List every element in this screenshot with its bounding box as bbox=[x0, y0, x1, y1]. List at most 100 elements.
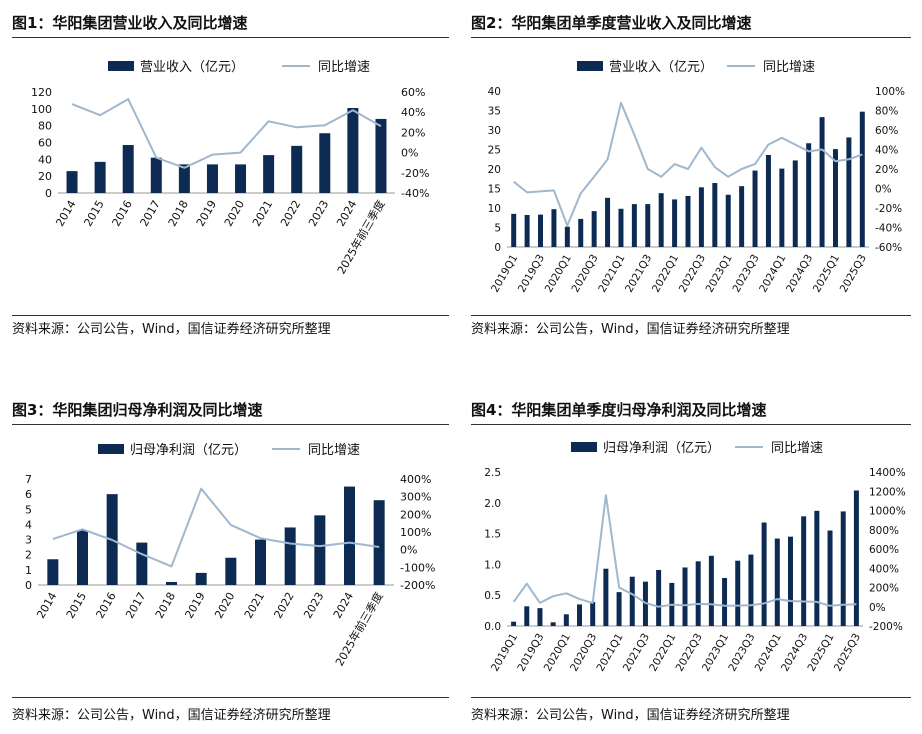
c1-y-right-tick-label: 20% bbox=[401, 126, 425, 139]
c4-x-tick-label: 2025Q3 bbox=[832, 632, 863, 674]
c4-bar bbox=[748, 554, 754, 626]
c3-x-tick-label: 2023 bbox=[301, 590, 326, 621]
c4-bar bbox=[787, 536, 793, 626]
source-rule-2 bbox=[471, 315, 911, 316]
c2-y-left-tick-label: 30 bbox=[488, 125, 501, 137]
c1-growth-line bbox=[71, 98, 382, 169]
c3-bar bbox=[47, 559, 59, 585]
source-note-1: 资料来源：公司公告，Wind，国信证券经济研究所整理 bbox=[12, 322, 331, 337]
c4-bar bbox=[603, 568, 609, 626]
c2-growth-line bbox=[513, 101, 863, 227]
c4-bar bbox=[774, 538, 780, 626]
c2-y-right-tick-label: 100% bbox=[875, 86, 905, 98]
c3-y-right-tick-label: 200% bbox=[400, 508, 431, 521]
c4-y-right-tick-label: 0% bbox=[869, 602, 886, 614]
c3-bar bbox=[225, 557, 237, 585]
c1-bar bbox=[122, 145, 134, 193]
c4-bar bbox=[708, 555, 714, 626]
c2-bar bbox=[752, 170, 758, 247]
c2-bar bbox=[779, 168, 785, 247]
c2-bar bbox=[618, 208, 624, 247]
c2-bar bbox=[712, 183, 718, 247]
c4-bar bbox=[563, 614, 569, 626]
c4-y-left-tick-label: 0.0 bbox=[484, 621, 501, 633]
c1-x-tick-label: 2023 bbox=[306, 198, 331, 229]
c2-bar bbox=[605, 197, 611, 247]
c4-y-left-tick-label: 0.5 bbox=[484, 590, 501, 602]
title-rule-3 bbox=[12, 424, 449, 425]
c2-bar bbox=[564, 226, 570, 247]
title-rule-4 bbox=[471, 424, 911, 425]
c1-y-left-tick-label: 100 bbox=[31, 103, 52, 116]
c2-y-left-tick-label: 15 bbox=[488, 184, 501, 196]
chart-4: 0.0 0.5 1.0 1.5 2.0 2.5 -200% 0% 200% 400% 600% 800… bbox=[484, 441, 906, 674]
c2-y-left-tick-label: 5 bbox=[494, 223, 501, 235]
c2-bar bbox=[551, 209, 557, 247]
c1-bar bbox=[235, 164, 247, 193]
c2-bar bbox=[792, 160, 798, 247]
c2-bar bbox=[739, 186, 745, 247]
c3-x-tick-label: 2024 bbox=[331, 590, 356, 621]
chart-3: 0 1 2 3 4 5 6 7 -200% -100% 0% 100% 200% 300% 400% 2014… bbox=[25, 443, 435, 668]
c4-bar bbox=[590, 601, 596, 626]
c1-x-tick-label: 2016 bbox=[110, 198, 135, 229]
chart-panel-3: 图3：华阳集团归母净利润及同比增速 0 1 2 3 4 5 6 7 -200% -100% 0% 10… bbox=[0, 367, 461, 734]
c2-bar bbox=[645, 204, 651, 247]
c2-bar bbox=[511, 213, 517, 247]
c4-y-right-tick-label: 1000% bbox=[869, 506, 906, 518]
c2-legend-line-label: 同比增速 bbox=[763, 60, 815, 75]
c4-y-left-tick-label: 1.0 bbox=[484, 559, 501, 571]
c1-bar bbox=[375, 118, 387, 193]
c4-y-right-tick-label: 1200% bbox=[869, 486, 906, 498]
c1-bar bbox=[291, 145, 303, 193]
c3-x-tick-label: 2019 bbox=[183, 590, 208, 621]
c4-bar bbox=[629, 576, 635, 626]
c4-bar bbox=[840, 511, 846, 626]
c1-bar bbox=[66, 171, 78, 193]
chart-panel-1: 图1：华阳集团营业收入及同比增速 0 20 40 60 80 100 120 -40% -20%… bbox=[0, 0, 461, 367]
c2-y-left-tick-label: 10 bbox=[488, 203, 501, 215]
c4-bar bbox=[511, 621, 517, 626]
c2-y-right-tick-label: 60% bbox=[875, 125, 898, 137]
c4-legend-line-label: 同比增速 bbox=[771, 441, 823, 456]
c2-bar bbox=[859, 111, 865, 247]
c4-bar bbox=[695, 561, 701, 626]
c2-bar bbox=[832, 149, 838, 247]
c1-x-tick-label: 2018 bbox=[166, 198, 191, 229]
c1-x-tick-label: 2021 bbox=[250, 198, 275, 229]
c3-legend-line-label: 同比增速 bbox=[308, 443, 360, 458]
c1-legend-line-label: 同比增速 bbox=[318, 60, 370, 75]
c3-bar bbox=[166, 581, 177, 585]
c2-y-right-tick-label: 40% bbox=[875, 145, 898, 157]
c3-bar bbox=[344, 486, 355, 585]
c4-bar bbox=[814, 510, 820, 626]
c2-bar bbox=[524, 215, 530, 247]
c4-y-right-tick-label: 1400% bbox=[869, 467, 906, 479]
c3-bar bbox=[284, 527, 296, 585]
c1-bar bbox=[150, 157, 162, 193]
c4-bar bbox=[616, 592, 622, 626]
c1-y-left-tick-label: 120 bbox=[31, 86, 52, 99]
c4-legend-bar-swatch bbox=[571, 442, 597, 452]
c4-bar bbox=[827, 530, 833, 626]
c3-y-left-tick-label: 7 bbox=[25, 473, 32, 486]
c4-bar bbox=[524, 606, 530, 626]
c4-y-right-tick-label: 200% bbox=[869, 583, 899, 595]
c3-bar bbox=[195, 572, 207, 585]
c1-y-left-tick-label: 0 bbox=[45, 187, 52, 200]
c4-growth-line bbox=[512, 494, 857, 608]
c2-bar bbox=[765, 154, 771, 247]
c4-bar bbox=[682, 567, 688, 626]
c2-x-tick-label: 2025Q3 bbox=[838, 253, 869, 295]
c1-x-tick-label: 2017 bbox=[138, 198, 163, 229]
c1-legend-bar-swatch bbox=[108, 61, 134, 71]
c4-bar bbox=[537, 608, 543, 626]
source-rule-1 bbox=[12, 315, 449, 316]
c3-x-tick-label: 2017 bbox=[123, 590, 148, 621]
c3-y-left-tick-label: 2 bbox=[25, 549, 32, 562]
c4-bar bbox=[550, 622, 556, 626]
source-rule-3 bbox=[12, 697, 449, 698]
c2-y-right-tick-label: 0% bbox=[875, 184, 892, 196]
c1-y-right-tick-label: -20% bbox=[401, 167, 429, 180]
